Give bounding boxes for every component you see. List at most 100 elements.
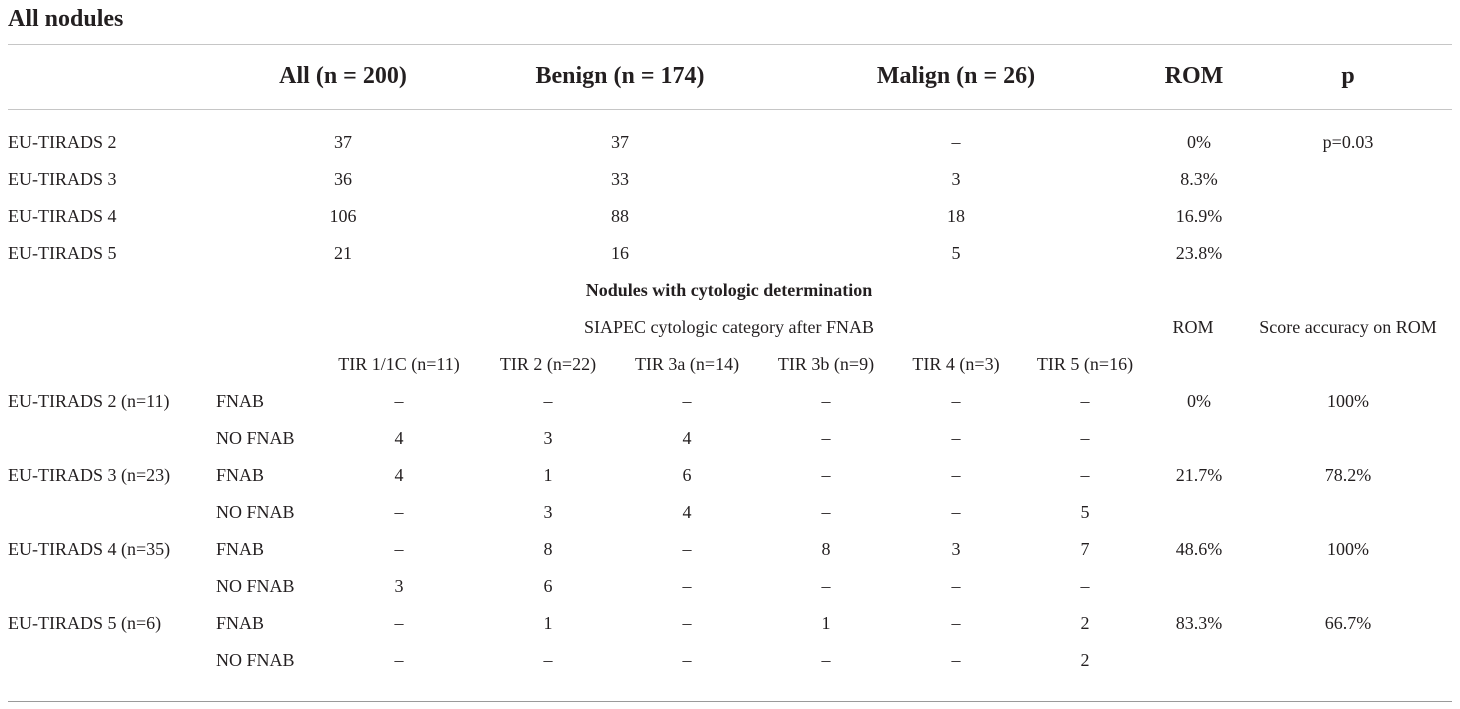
table-cell: 4 [682, 502, 692, 522]
tir-header: TIR 1/1C (n=11) [338, 354, 460, 374]
table-cell: 4 [394, 465, 404, 485]
tir-header: TIR 2 (n=22) [499, 354, 597, 374]
table-cell: 5 [951, 243, 961, 263]
table-cell: 106 [329, 206, 357, 226]
table-cell: 2 [1080, 613, 1090, 633]
table-cell: – [394, 391, 404, 411]
top-rule [8, 44, 1452, 45]
column-header: p [1341, 63, 1355, 89]
fnab-type: NO FNAB [216, 428, 295, 448]
table-cell: – [1080, 465, 1090, 485]
tir-header: TIR 3b (n=9) [777, 354, 875, 374]
table-cell: – [821, 465, 831, 485]
table-cell: – [821, 391, 831, 411]
accuracy-cell: 78.2% [1324, 465, 1372, 485]
table-cell: – [951, 391, 961, 411]
fnab-type: FNAB [216, 465, 265, 485]
row-label: EU-TIRADS 4 [8, 206, 117, 226]
table-cell: 18 [947, 206, 965, 226]
rom-cell: 23.8% [1175, 243, 1223, 263]
table-cell: – [1080, 391, 1090, 411]
table-cell: – [951, 465, 961, 485]
table-cell: – [543, 391, 553, 411]
table-cell: 16 [611, 243, 629, 263]
table-cell: 2 [1080, 650, 1090, 670]
column-header: All (n = 200) [279, 63, 407, 89]
table-cell: 21 [334, 243, 352, 263]
column-header: Malign (n = 26) [876, 63, 1036, 89]
table-cell: 4 [682, 428, 692, 448]
table-cell: 3 [951, 169, 961, 189]
column-header: ROM [1164, 63, 1224, 89]
table-cell: 3 [394, 576, 404, 596]
row-label: EU-TIRADS 3 [8, 169, 117, 189]
table-cell: – [543, 650, 553, 670]
column-header: Benign (n = 174) [535, 63, 705, 89]
header-rule [8, 109, 1452, 110]
fnab-type: NO FNAB [216, 576, 295, 596]
table-cell: – [682, 391, 692, 411]
tir-header: TIR 4 (n=3) [912, 354, 1000, 374]
table-cell: 37 [334, 132, 352, 152]
table-cell: – [951, 132, 961, 152]
table-cell: – [682, 539, 692, 559]
group-label: EU-TIRADS 3 (n=23) [8, 465, 171, 485]
group-label: EU-TIRADS 5 (n=6) [8, 613, 162, 633]
table-cell: – [1080, 576, 1090, 596]
table-cell: – [821, 650, 831, 670]
table-cell: – [951, 650, 961, 670]
tir-header: TIR 3a (n=14) [634, 354, 740, 374]
table-cell: 7 [1080, 539, 1090, 559]
fnab-type: NO FNAB [216, 502, 295, 522]
table-cell: – [394, 650, 404, 670]
table-cell: – [951, 428, 961, 448]
table-cell: 3 [951, 539, 961, 559]
accuracy-cell: 100% [1327, 539, 1369, 559]
table-cell: 36 [334, 169, 352, 189]
row-label: EU-TIRADS 2 [8, 132, 117, 152]
table-cell: – [394, 502, 404, 522]
table-cell: – [821, 428, 831, 448]
table-cell: – [394, 613, 404, 633]
table-cell: – [951, 576, 961, 596]
category-header: SIAPEC cytologic category after FNAB [584, 317, 874, 337]
rom-cell: 8.3% [1180, 169, 1218, 189]
row-label: EU-TIRADS 5 [8, 243, 117, 263]
fnab-type: FNAB [216, 539, 265, 559]
tir-header: TIR 5 (n=16) [1036, 354, 1134, 374]
table-cell: – [821, 502, 831, 522]
table-cell: 8 [821, 539, 831, 559]
p-value-cell: p=0.03 [1322, 132, 1374, 152]
table-cell: 4 [394, 428, 404, 448]
rom-cell: 83.3% [1175, 613, 1223, 633]
table-cell: – [682, 576, 692, 596]
table-cell: 1 [821, 613, 831, 633]
accuracy-header: Score accuracy on ROM [1259, 317, 1437, 337]
table-cell: – [1080, 428, 1090, 448]
fnab-type: FNAB [216, 613, 265, 633]
section-heading: Nodules with cytologic determination [585, 280, 873, 300]
rom-cell: 21.7% [1175, 465, 1223, 485]
table-cell: 1 [543, 613, 553, 633]
fnab-type: NO FNAB [216, 650, 295, 670]
accuracy-cell: 66.7% [1324, 613, 1372, 633]
table-cell: 37 [611, 132, 629, 152]
table-cell: – [951, 502, 961, 522]
group-label: EU-TIRADS 2 (n=11) [8, 391, 170, 411]
group-label: EU-TIRADS 4 (n=35) [8, 539, 171, 559]
table-cell: 3 [543, 428, 553, 448]
table-title: All nodules [8, 6, 124, 32]
rom-cell: 0% [1187, 132, 1211, 152]
table-cell: – [682, 613, 692, 633]
table-cell: 3 [543, 502, 553, 522]
table-cell: – [682, 650, 692, 670]
rom-header: ROM [1172, 317, 1214, 337]
rom-cell: 48.6% [1175, 539, 1223, 559]
table-cell: – [821, 576, 831, 596]
fnab-type: FNAB [216, 391, 265, 411]
rom-cell: 16.9% [1175, 206, 1223, 226]
table-cell: 5 [1080, 502, 1090, 522]
table-cell: 88 [611, 206, 629, 226]
table-cell: 8 [543, 539, 553, 559]
table-cell: – [951, 613, 961, 633]
